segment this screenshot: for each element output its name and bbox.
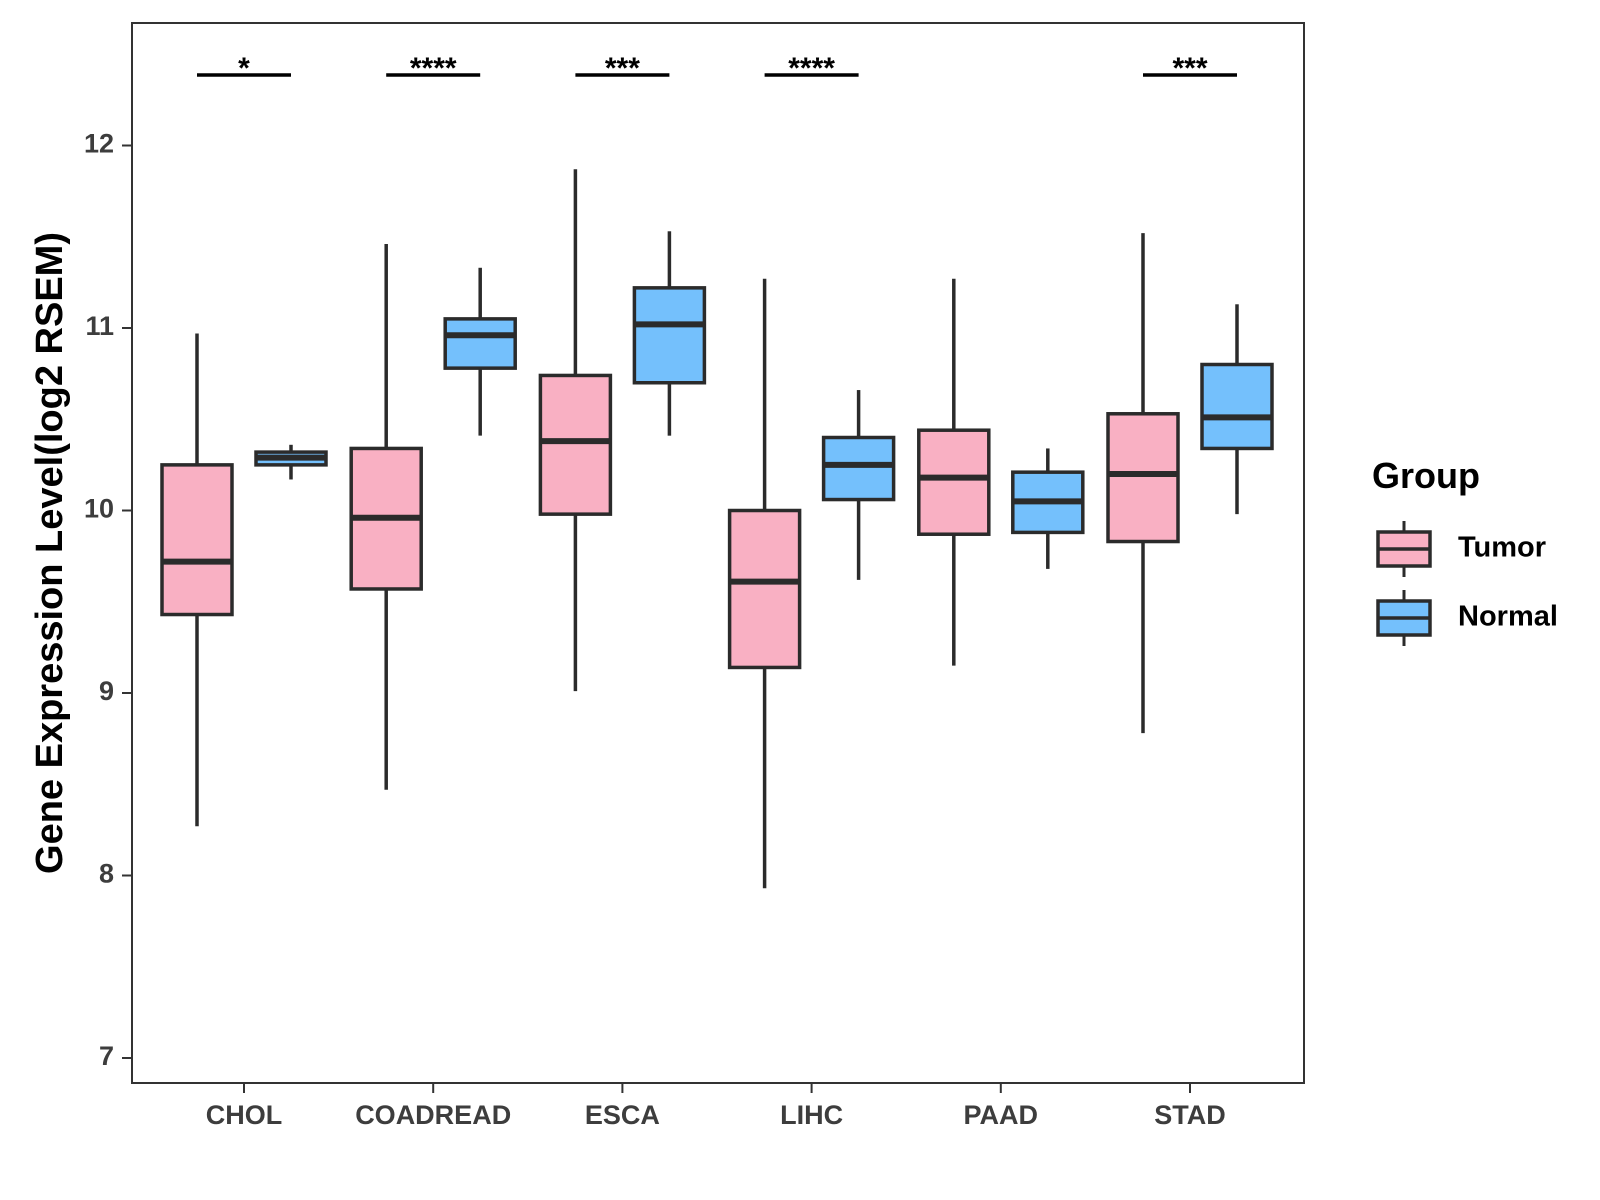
- box-body: [632, 286, 707, 385]
- x-tick-label: ESCA: [585, 1100, 660, 1130]
- y-axis-title: Gene Expression Level(log2 RSEM): [29, 232, 71, 874]
- legend-items: Tumor Normal: [1376, 521, 1558, 646]
- box-tumor-esca: [538, 169, 613, 692]
- y-tick-label: 12: [84, 129, 114, 159]
- plot-panel-border: [131, 22, 1305, 1084]
- y-tick-label: 9: [99, 676, 114, 706]
- box-normal-stad: [1200, 304, 1274, 515]
- box-body: [727, 508, 802, 670]
- box-tumor-chol: [160, 333, 234, 827]
- legend-label: Normal: [1458, 601, 1558, 633]
- box-normal-chol: [254, 444, 328, 480]
- legend-title: Group: [1372, 455, 1480, 496]
- x-tick-label: CHOL: [206, 1100, 283, 1130]
- significance-label: ***: [1172, 52, 1207, 85]
- legend-item-normal: Normal: [1376, 590, 1558, 646]
- box-tumor-lihc: [727, 278, 802, 889]
- box-normal-coadread: [443, 267, 517, 436]
- box-body: [1106, 412, 1180, 544]
- box-body: [821, 435, 896, 502]
- significance-label: ***: [605, 52, 640, 85]
- x-axis: CHOL COADREAD ESCA LIHC PAAD STAD: [206, 1083, 1226, 1130]
- significance-label: *: [238, 52, 250, 85]
- box-normal-esca: [632, 231, 707, 436]
- box-tumor-paad: [917, 278, 991, 666]
- significance-label: ****: [410, 52, 457, 85]
- legend: Group Tumor Normal: [1372, 455, 1558, 646]
- y-tick-label: 10: [84, 494, 114, 524]
- box-normal-lihc: [821, 390, 896, 580]
- y-tick-label: 7: [99, 1041, 114, 1071]
- box-body: [160, 463, 234, 617]
- box-tumor-stad: [1106, 233, 1180, 734]
- y-axis: 7 8 9 10 11 12: [84, 129, 132, 1071]
- significance-label: ****: [788, 52, 835, 85]
- x-tick-label: LIHC: [780, 1100, 843, 1130]
- x-tick-label: STAD: [1154, 1100, 1226, 1130]
- legend-label: Tumor: [1458, 532, 1546, 564]
- box-normal-paad: [1011, 448, 1085, 569]
- box-body: [443, 317, 517, 370]
- plot-area: * **** *** **** ***: [160, 52, 1274, 889]
- box-tumor-coadread: [349, 244, 423, 790]
- x-tick-label: COADREAD: [355, 1100, 511, 1130]
- x-tick-label: PAAD: [964, 1100, 1039, 1130]
- legend-item-tumor: Tumor: [1376, 521, 1546, 577]
- box-body: [917, 428, 991, 536]
- y-tick-label: 11: [85, 311, 114, 341]
- y-tick-label: 8: [99, 859, 114, 889]
- box-body: [1200, 362, 1274, 451]
- box-body: [538, 373, 613, 516]
